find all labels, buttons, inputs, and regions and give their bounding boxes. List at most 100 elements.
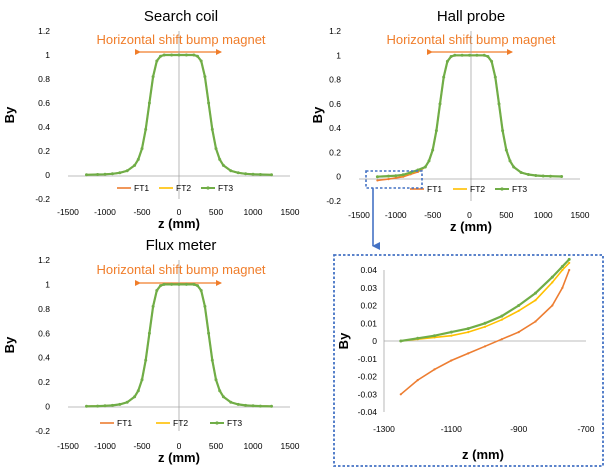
flux-point-FT3	[85, 404, 88, 408]
search-coil-x-label: z (mm)	[158, 216, 200, 231]
zoom-point-FT1	[399, 393, 402, 396]
hall-probe-legend: FT1 FT2 FT3	[410, 184, 527, 194]
hall-probe-zoom-region	[365, 170, 423, 189]
search-coil-x-ticks: -1500 -1000 -500 0 500 1000 1500	[57, 207, 300, 217]
hall-point-FT3	[442, 75, 446, 79]
flux-meter-x-label: z (mm)	[158, 450, 200, 465]
flux-y-tick-label: 0.2	[38, 377, 50, 387]
zoom-y-tick-label: -0.03	[358, 389, 378, 399]
search-point-FT3	[110, 172, 114, 176]
flux-point-FT3	[103, 404, 107, 408]
search-point-FT3	[214, 147, 218, 151]
flux-point-FT3	[210, 358, 214, 362]
zoom-point-FT3	[433, 334, 436, 338]
zoom-point-FT3	[500, 314, 504, 318]
hall-point-FT3	[427, 159, 431, 163]
search-y-tick-label: 0.2	[38, 146, 50, 156]
search-point-FT3	[251, 172, 255, 176]
zoom-point-FT1	[551, 304, 554, 307]
hall-line-FT1	[377, 54, 562, 182]
hall-point-FT3	[508, 159, 512, 163]
zoom-point-FT2	[483, 325, 487, 328]
hall-y-tick-label: -0.2	[326, 196, 341, 206]
search-point-FT3	[147, 101, 151, 105]
zoom-point-FT2	[500, 318, 503, 321]
flux-x-tick-label: -500	[133, 441, 150, 451]
hall-point-FT3	[468, 53, 471, 57]
hall-probe-title: Hall probe	[437, 8, 505, 25]
flux-point-FT3	[229, 400, 233, 404]
search-coil-legend-FT2: FT2	[176, 183, 191, 193]
flux-x-tick-label: 1000	[244, 441, 263, 451]
hall-point-FT3	[549, 174, 552, 178]
hall-point-FT3	[534, 174, 538, 177]
search-point-FT3	[155, 59, 159, 63]
zoom-point-FT1	[500, 338, 503, 341]
hall-x-tick-label: 500	[499, 210, 513, 220]
hall-point-FT3	[375, 175, 379, 179]
flux-x-tick-label: -1500	[57, 441, 79, 451]
flux-y-tick-label: 1.2	[38, 255, 50, 265]
zoom-y-tick-label: 0.04	[360, 265, 377, 275]
search-coil-y-label: By	[2, 106, 17, 123]
flux-meter-y-ticks: -0.2 0 0.2 0.4 0.6 0.8 1 1.2	[35, 255, 50, 436]
zoom-point-FT2	[467, 331, 470, 334]
flux-x-tick-label: -1000	[94, 441, 116, 451]
search-y-tick-label: 0.6	[38, 98, 50, 108]
flux-meter-title: Flux meter	[146, 237, 217, 254]
hall-probe-legend-FT3: FT3	[512, 184, 527, 194]
panel-zoom-inset: -0.04 -0.03 -0.02 -0.01 0 0.01 0.02 0.03 0.04 -1…	[333, 254, 604, 467]
flux-y-tick-label: 0.4	[38, 353, 50, 363]
flux-point-FT3	[159, 284, 162, 288]
hall-probe-y-ticks: -0.2 0 0.2 0.4 0.6 0.8 1 1.2	[326, 26, 341, 206]
flux-point-FT3	[118, 402, 122, 406]
flux-point-FT3	[251, 404, 255, 408]
hall-point-FT3	[541, 174, 545, 178]
zoom-point-FT2	[568, 261, 571, 264]
flux-point-FT3	[140, 378, 144, 382]
flux-point-FT3	[199, 289, 203, 292]
flux-point-FT3	[147, 331, 151, 335]
hall-y-tick-label: 0.6	[329, 99, 341, 109]
hall-point-FT3	[526, 173, 530, 176]
hall-point-FT3	[493, 75, 497, 79]
search-x-tick-label: 500	[209, 207, 223, 217]
zoom-point-FT2	[450, 334, 453, 337]
hall-probe-x-ticks: -1500 -1000 -500 0 500 1000 1500	[348, 210, 590, 220]
hall-y-tick-label: 0	[336, 172, 341, 182]
search-point-FT3	[184, 53, 188, 57]
search-point-FT3	[162, 53, 166, 57]
zoom-line-FT3	[400, 258, 570, 343]
zoom-y-tick-label: -0.02	[358, 372, 378, 382]
hall-line-FT2	[377, 54, 562, 178]
zoom-y-ticks: -0.04 -0.03 -0.02 -0.01 0 0.01 0.02 0.03 0.04	[358, 265, 378, 417]
zoom-line-FT1	[400, 269, 570, 395]
flux-y-tick-label: -0.2	[35, 426, 50, 436]
search-coil-y-ticks: -0.2 0 0.2 0.4 0.6 0.8 1 1.2	[35, 26, 50, 204]
flux-point-FT3	[170, 282, 174, 286]
flux-point-FT3	[125, 400, 129, 404]
zoom-point-FT1	[517, 331, 520, 334]
zoom-y-label: By	[336, 332, 351, 349]
zoom-inset-frame	[333, 254, 604, 467]
hall-point-FT1	[376, 179, 379, 182]
search-point-FT3	[125, 169, 129, 173]
search-point-FT3	[151, 75, 155, 79]
zoom-point-FT1	[483, 345, 487, 348]
flux-meter-legend-FT2: FT2	[173, 418, 188, 428]
hall-point-FT3	[504, 148, 508, 152]
hall-y-tick-label: 1.2	[329, 26, 341, 36]
search-point-FT3	[203, 75, 207, 79]
zoom-y-tick-label: 0.03	[360, 283, 377, 293]
search-y-tick-label: 0.8	[38, 74, 50, 84]
search-x-tick-label: 0	[177, 207, 182, 217]
zoom-point-FT3	[517, 304, 521, 307]
search-point-FT3	[229, 169, 233, 173]
search-coil-legend-FT1: FT1	[134, 183, 149, 193]
flux-point-FT3	[244, 403, 248, 407]
panel-flux-meter: Flux meter Horizontal shift bump magnet …	[2, 237, 300, 465]
zoom-point-FT3	[399, 339, 403, 343]
search-point-FT3	[85, 173, 88, 177]
search-point-FT3	[207, 101, 211, 105]
hall-point-FT3	[490, 59, 494, 63]
